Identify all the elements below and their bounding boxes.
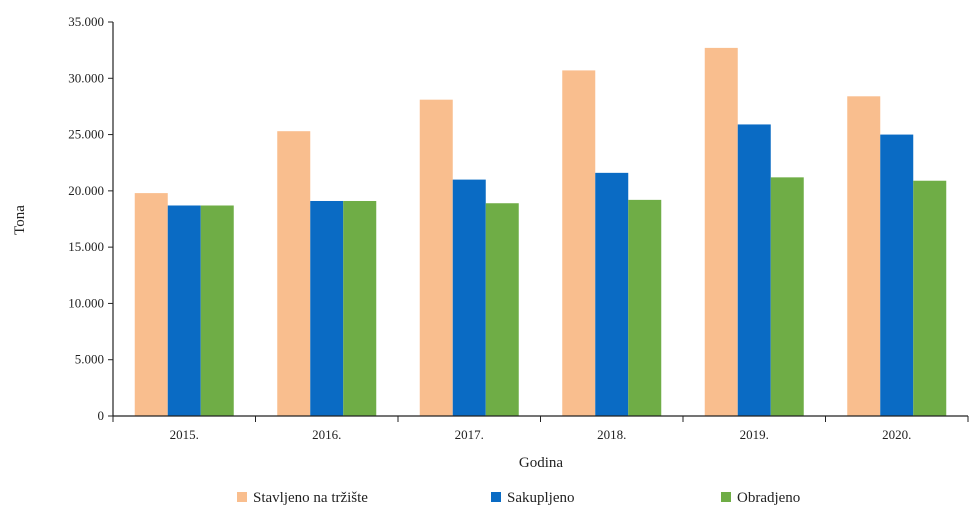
y-tick-label: 20.000 [68,183,104,198]
x-tick-label: 2019. [740,427,769,442]
x-tick-label: 2015. [170,427,199,442]
y-tick-label: 25.000 [68,127,104,142]
bar-2016-series-2 [343,200,377,416]
bar-2018-series-2 [628,199,662,416]
legend-swatch [721,492,731,502]
bar-2015-series-1 [167,205,201,416]
bar-2020-series-1 [880,134,914,417]
bar-2016-series-0 [277,131,311,417]
legend-swatch [491,492,501,502]
bar-2019-series-1 [737,124,771,416]
bar-2017-series-2 [485,203,519,416]
y-tick-label: 15.000 [68,239,104,254]
bars [134,47,947,417]
x-tick-label: 2018. [597,427,626,442]
y-axis-title: Tona [12,205,28,235]
x-tick-label: 2020. [882,427,911,442]
x-tick-label: 2016. [312,427,341,442]
bar-2018-series-1 [595,172,629,416]
x-axis-title: Godina [519,455,564,471]
x-tick-label: 2017. [455,427,484,442]
y-tick-label: 10.000 [68,295,104,310]
legend-label: Obradjeno [737,490,800,506]
y-tick-label: 30.000 [68,70,104,85]
legend: Stavljeno na tržište Sakupljeno Obradjeno [237,490,800,506]
y-tick-label: 5.000 [75,352,104,367]
legend-label: Sakupljeno [507,490,575,506]
bar-2018-series-0 [562,70,596,417]
bar-2019-series-0 [704,47,738,417]
y-axis-ticks: 0 5.000 10.000 15.000 20.000 25.000 30.000 35.0… [68,14,113,423]
bar-2020-series-2 [913,180,947,416]
bar-2019-series-2 [770,177,804,416]
y-tick-label: 0 [98,408,105,423]
bar-2017-series-0 [419,99,453,416]
bar-2016-series-1 [310,200,344,416]
bar-2015-series-0 [134,193,168,416]
x-axis-ticks: 2015. 2016. 2017. 2018. 2019. 2020. [112,416,969,442]
y-tick-label: 35.000 [68,14,104,29]
bar-2020-series-0 [847,96,881,416]
legend-swatch [237,492,247,502]
bar-2017-series-1 [452,179,486,416]
bar-2015-series-2 [200,205,234,416]
legend-label: Stavljeno na tržište [253,490,368,506]
